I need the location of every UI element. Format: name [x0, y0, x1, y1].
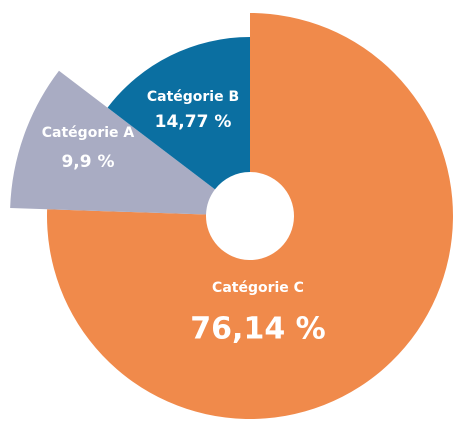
slice-value-label: 14,77 %	[155, 112, 232, 132]
slice-category-label: Catégorie A	[42, 125, 135, 141]
pie-slice	[107, 37, 250, 190]
slice-category-label: Catégorie B	[147, 89, 239, 105]
pie-slice	[10, 70, 215, 215]
pie-slice	[47, 13, 454, 419]
slice-category-label: Catégorie C	[212, 280, 304, 296]
slice-value-label: 76,14 %	[190, 312, 325, 347]
slice-value-label: 9,9 %	[61, 152, 114, 172]
